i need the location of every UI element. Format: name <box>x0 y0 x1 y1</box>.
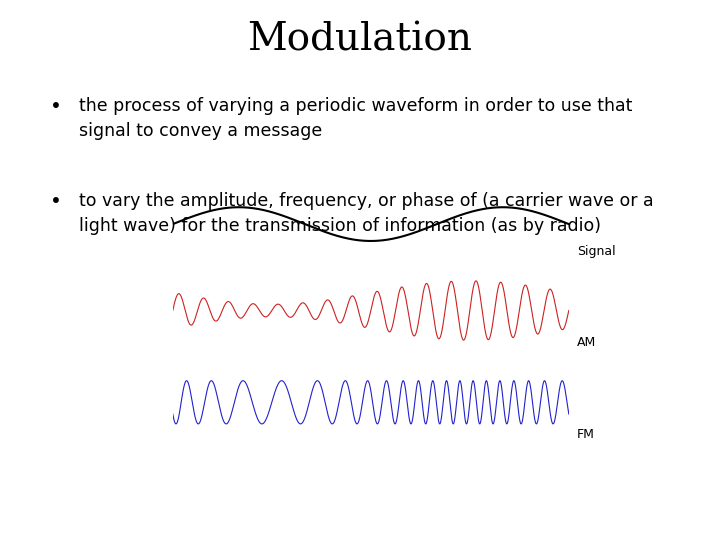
Text: the process of varying a periodic waveform in order to use that
signal to convey: the process of varying a periodic wavefo… <box>79 97 633 140</box>
Text: •: • <box>50 192 62 211</box>
Text: Modulation: Modulation <box>248 22 472 59</box>
Text: •: • <box>50 97 62 116</box>
Text: to vary the amplitude, frequency, or phase of (a carrier wave or a
light wave) f: to vary the amplitude, frequency, or pha… <box>79 192 654 235</box>
Text: Signal: Signal <box>577 245 616 258</box>
Text: AM: AM <box>577 336 596 349</box>
Text: FM: FM <box>577 428 595 441</box>
